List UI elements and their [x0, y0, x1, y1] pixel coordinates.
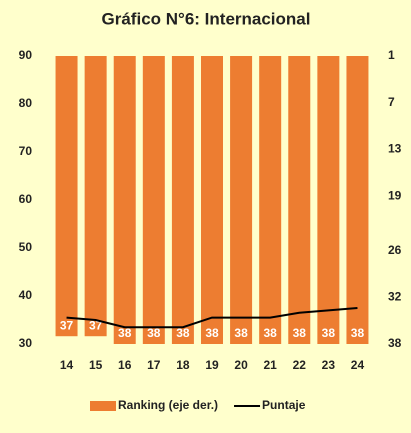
- y2-tick-label: 32: [388, 289, 402, 303]
- y2-tick-label: 38: [388, 336, 402, 350]
- y-tick-label: 30: [19, 336, 33, 350]
- y-tick-label: 40: [19, 288, 33, 302]
- y-tick-label: 90: [19, 48, 33, 62]
- bar: [201, 56, 223, 344]
- value-label: 38: [176, 326, 190, 340]
- value-label: 37: [60, 318, 74, 332]
- bar: [346, 56, 369, 344]
- value-label: 38: [147, 326, 161, 340]
- y2-tick-label: 26: [388, 243, 402, 257]
- line: [66, 307, 358, 329]
- value-label: 38: [118, 326, 132, 340]
- value-label: 38: [264, 326, 278, 340]
- y-tick-label: 60: [19, 192, 33, 206]
- chart-title: Gráfico N°6: Internacional: [102, 9, 311, 28]
- x-tick-label: 21: [264, 358, 278, 372]
- value-label: 38: [234, 326, 248, 340]
- y2-tick-label: 7: [388, 95, 395, 109]
- bar: [142, 56, 165, 344]
- value-label: 38: [351, 326, 365, 340]
- y-tick-label: 70: [19, 144, 33, 158]
- bar: [288, 56, 311, 344]
- y-tick-label: 50: [19, 240, 33, 254]
- value-label: 38: [205, 326, 219, 340]
- x-tick-label: 15: [89, 358, 103, 372]
- bar: [113, 56, 136, 344]
- x-tick-label: 19: [205, 358, 219, 372]
- bar: [259, 56, 282, 344]
- x-tick-label: 20: [234, 358, 248, 372]
- y2-tick-label: 19: [388, 188, 402, 202]
- bar: [171, 56, 194, 344]
- legend-label: Puntaje: [262, 398, 306, 412]
- y2-tick-label: 13: [388, 142, 402, 156]
- bar: [317, 56, 340, 344]
- bar: [55, 56, 78, 337]
- x-tick-label: 22: [293, 358, 307, 372]
- x-tick-label: 17: [147, 358, 161, 372]
- legend-swatch: [90, 401, 116, 411]
- y2-tick-label: 1: [388, 48, 395, 62]
- x-tick-label: 23: [322, 358, 336, 372]
- value-label: 38: [322, 326, 336, 340]
- bar: [230, 56, 253, 344]
- legend-label: Ranking (eje der.): [118, 398, 218, 412]
- x-tick-label: 24: [351, 358, 365, 372]
- x-tick-label: 14: [60, 358, 74, 372]
- bar: [84, 56, 107, 337]
- x-tick-label: 16: [118, 358, 132, 372]
- value-label: 38: [293, 326, 307, 340]
- x-tick-label: 18: [176, 358, 190, 372]
- y-tick-label: 80: [19, 96, 33, 110]
